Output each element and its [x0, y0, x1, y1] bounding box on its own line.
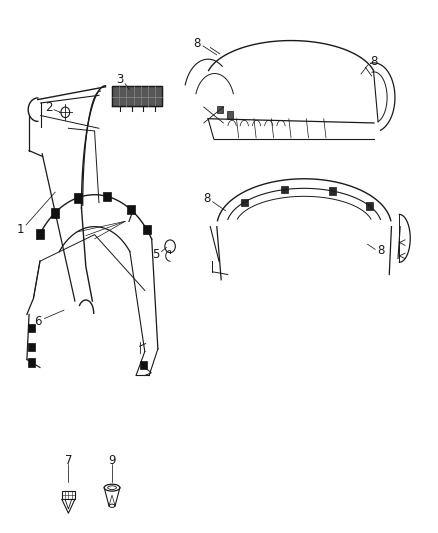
- Text: 1: 1: [17, 223, 24, 236]
- Bar: [143, 224, 151, 234]
- Text: 3: 3: [116, 73, 123, 86]
- Bar: [241, 198, 248, 206]
- Bar: [329, 187, 336, 195]
- Bar: [140, 361, 147, 369]
- Bar: [281, 186, 288, 193]
- Bar: [28, 359, 35, 367]
- Text: 5: 5: [152, 248, 159, 261]
- Text: 8: 8: [203, 192, 211, 205]
- Text: 6: 6: [34, 316, 42, 328]
- Text: 8: 8: [378, 244, 385, 257]
- Bar: [217, 106, 223, 114]
- Bar: [62, 491, 75, 499]
- Bar: [36, 229, 44, 239]
- Bar: [28, 324, 35, 333]
- Bar: [127, 205, 135, 214]
- Text: 2: 2: [45, 101, 53, 114]
- Bar: [103, 192, 111, 201]
- Bar: [51, 208, 59, 218]
- Text: 8: 8: [371, 55, 378, 68]
- Bar: [28, 343, 35, 351]
- Bar: [227, 111, 233, 119]
- Text: 7: 7: [126, 212, 133, 225]
- Text: 7: 7: [65, 454, 72, 466]
- Text: 8: 8: [194, 37, 201, 50]
- Text: 9: 9: [108, 454, 116, 466]
- Bar: [74, 193, 81, 203]
- Bar: [366, 203, 373, 210]
- Polygon shape: [112, 86, 162, 106]
